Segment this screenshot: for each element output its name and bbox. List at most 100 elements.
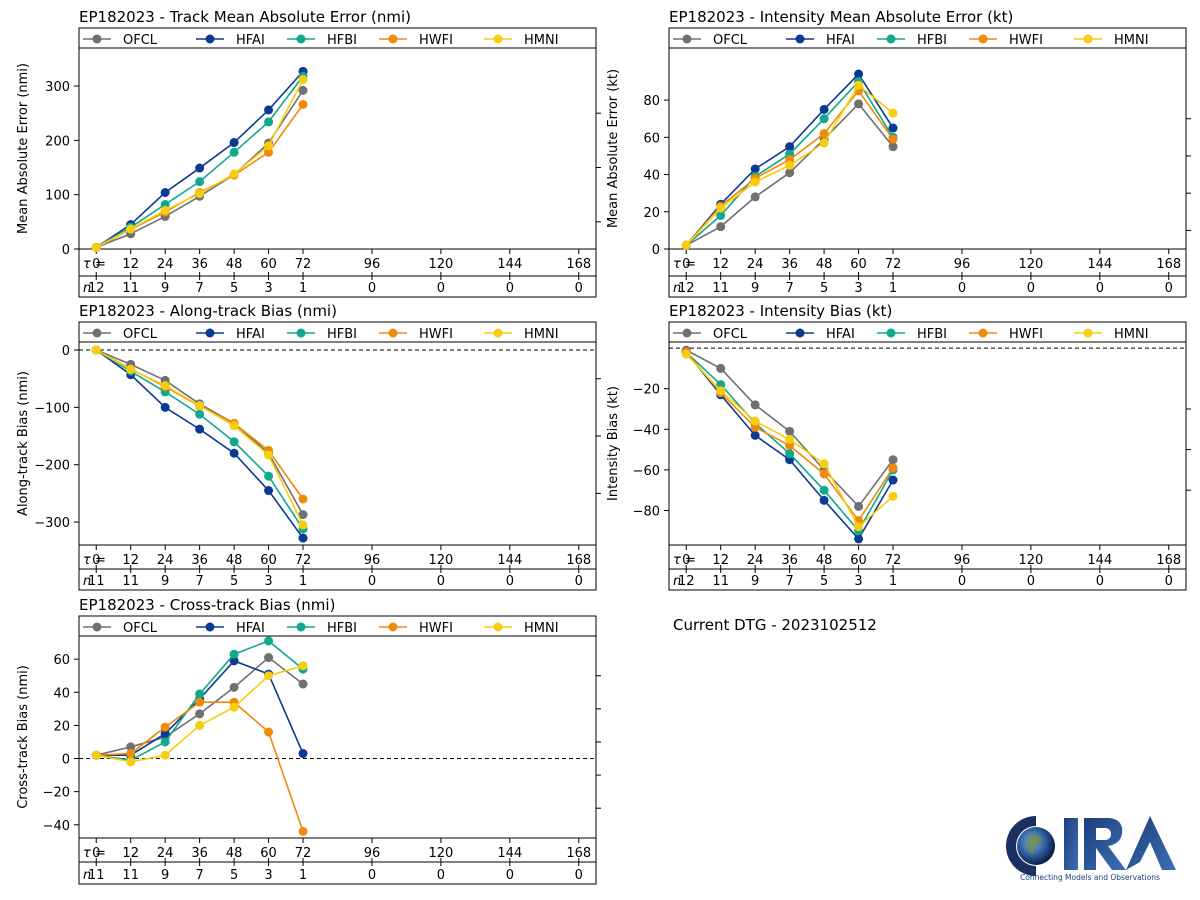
n-value: 11: [712, 281, 729, 296]
data-point: [785, 449, 795, 459]
data-point: [264, 671, 274, 681]
n-value: 0: [368, 281, 376, 296]
legend-item-hwfi: HWFI: [969, 327, 1043, 342]
n-value: 9: [161, 281, 169, 296]
n-value: 3: [264, 574, 272, 589]
n-value: 12: [678, 281, 695, 296]
tau-tick-label: 36: [191, 257, 208, 272]
data-point: [819, 495, 829, 505]
y-tick-label: 0: [652, 243, 660, 258]
legend-item-ofcl: OFCL: [83, 621, 158, 636]
tau-row: τ =0121211249367485603721960120014401680…: [673, 249, 1181, 296]
y-tick-label: 20: [53, 719, 70, 734]
tau-symbol: τ =: [673, 257, 696, 272]
chart-title: EP182023 - Along-track Bias (nmi): [79, 302, 337, 320]
y-tick-label: 0: [62, 243, 70, 258]
n-value: 1: [299, 281, 307, 296]
data-point: [750, 164, 760, 174]
data-point: [229, 448, 239, 458]
legend-item-ofcl: OFCL: [673, 33, 748, 48]
legend-label: HFAI: [236, 327, 265, 342]
legend-marker: [205, 328, 215, 338]
legend-label: HFAI: [826, 33, 855, 48]
tau-tick-label: 12: [122, 257, 139, 272]
tau-tick-label: 120: [428, 553, 453, 568]
n-value: 0: [437, 574, 445, 589]
data-point: [264, 141, 274, 151]
n-value: 0: [368, 574, 376, 589]
tau-tick-label: 48: [226, 553, 243, 568]
dtg-label: Current DTG - 2023102512: [673, 616, 877, 634]
data-point: [264, 486, 274, 496]
data-point: [681, 349, 691, 359]
legend-item-hmni: HMNI: [484, 621, 559, 636]
data-point: [160, 205, 170, 215]
y-tick-label: 300: [45, 80, 70, 95]
n-value: 0: [575, 281, 583, 296]
data-point: [229, 147, 239, 157]
series-hmni: [681, 349, 898, 532]
n-value: 7: [195, 281, 203, 296]
data-point: [819, 104, 829, 114]
axes-frame: [78, 27, 597, 298]
tau-tick-label: 72: [885, 553, 902, 568]
legend-item-ofcl: OFCL: [83, 327, 158, 342]
data-point: [160, 188, 170, 198]
data-point: [298, 510, 308, 520]
n-value: 7: [195, 574, 203, 589]
data-point: [716, 386, 726, 396]
legend-marker: [682, 328, 692, 338]
legend-item-hfai: HFAI: [786, 33, 855, 48]
data-point: [298, 679, 308, 689]
n-value: 0: [1027, 281, 1035, 296]
legend-marker: [388, 622, 398, 632]
chart-title: EP182023 - Intensity Bias (kt): [669, 302, 892, 320]
data-point: [298, 494, 308, 504]
tau-tick-label: 144: [1087, 553, 1112, 568]
n-value: 1: [299, 574, 307, 589]
y-tick-label: −100: [34, 401, 70, 416]
y-axis-label: Mean Absolute Error (nmi): [16, 63, 31, 234]
data-point: [229, 138, 239, 148]
data-point: [264, 105, 274, 115]
n-value: 1: [889, 281, 897, 296]
data-point: [750, 430, 760, 440]
data-point: [160, 402, 170, 412]
data-point: [264, 471, 274, 481]
tau-tick-label: 24: [157, 553, 174, 568]
series-hmni: [91, 661, 308, 767]
data-point: [91, 345, 101, 355]
series-hfai: [91, 656, 308, 760]
y-tick-label: 200: [45, 134, 70, 149]
data-point: [785, 160, 795, 170]
n-value: 7: [785, 574, 793, 589]
data-point: [195, 189, 205, 199]
legend-item-hwfi: HWFI: [379, 327, 453, 342]
series-hwfi: [91, 697, 308, 836]
tau-symbol: τ =: [83, 553, 106, 568]
legend-marker: [205, 34, 215, 44]
tau-tick-label: 72: [295, 553, 312, 568]
data-point: [195, 697, 205, 707]
tau-row: τ =0121211249367485603721960120014401680…: [83, 249, 591, 296]
n-value: 12: [88, 281, 105, 296]
n-value: 0: [958, 281, 966, 296]
n-value: 5: [820, 574, 828, 589]
data-point: [264, 727, 274, 737]
chart-title: EP182023 - Cross-track Bias (nmi): [79, 596, 335, 614]
data-point: [229, 169, 239, 179]
legend-item-ofcl: OFCL: [673, 327, 748, 342]
data-point: [126, 365, 136, 375]
legend-item-hfbi: HFBI: [877, 33, 947, 48]
legend-label: HWFI: [419, 327, 453, 342]
chart-along-track-bias: EP182023 - Along-track Bias (nmi) OFCL HFA…: [16, 302, 601, 591]
tau-tick-label: 12: [712, 257, 729, 272]
n-value: 11: [88, 574, 105, 589]
legend-label: OFCL: [123, 33, 158, 48]
legend-marker: [92, 328, 102, 338]
data-point: [195, 409, 205, 419]
data-point: [195, 709, 205, 719]
data-point: [716, 222, 726, 232]
data-point: [91, 242, 101, 252]
